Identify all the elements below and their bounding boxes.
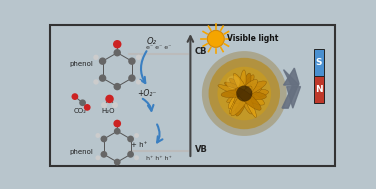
Circle shape <box>113 40 121 48</box>
Circle shape <box>79 99 86 106</box>
Text: VB: VB <box>195 145 208 154</box>
Circle shape <box>136 55 141 60</box>
Circle shape <box>93 79 99 85</box>
Ellipse shape <box>237 89 264 105</box>
Circle shape <box>93 55 99 60</box>
Text: H₂O: H₂O <box>101 108 115 114</box>
Circle shape <box>202 51 287 136</box>
Circle shape <box>114 49 121 57</box>
Ellipse shape <box>236 88 261 110</box>
Circle shape <box>114 83 121 90</box>
Ellipse shape <box>229 78 254 104</box>
Circle shape <box>134 133 139 138</box>
Circle shape <box>96 155 100 160</box>
Polygon shape <box>287 87 300 108</box>
Text: phenol: phenol <box>70 61 93 67</box>
Ellipse shape <box>236 81 267 98</box>
Text: O₂: O₂ <box>147 37 157 46</box>
Bar <box>314 76 324 103</box>
Circle shape <box>105 95 114 103</box>
Text: phenol: phenol <box>70 149 93 155</box>
Ellipse shape <box>240 73 251 102</box>
Ellipse shape <box>234 79 258 104</box>
Polygon shape <box>282 68 299 108</box>
Circle shape <box>226 76 240 89</box>
Ellipse shape <box>227 89 249 102</box>
Circle shape <box>127 151 134 158</box>
Ellipse shape <box>239 75 254 101</box>
Circle shape <box>114 128 121 135</box>
Ellipse shape <box>235 83 251 116</box>
Circle shape <box>99 57 106 65</box>
Circle shape <box>112 102 118 108</box>
Ellipse shape <box>224 82 255 99</box>
Circle shape <box>84 104 91 111</box>
Text: S: S <box>316 58 322 67</box>
Circle shape <box>100 136 107 142</box>
Text: +O₂⁻: +O₂⁻ <box>137 89 156 98</box>
Circle shape <box>236 85 252 101</box>
Ellipse shape <box>218 85 250 97</box>
Ellipse shape <box>238 89 268 99</box>
Circle shape <box>100 151 107 158</box>
Circle shape <box>207 30 224 47</box>
Text: e⁻ e⁻ e⁻: e⁻ e⁻ e⁻ <box>146 45 171 50</box>
Ellipse shape <box>238 85 252 114</box>
Text: + h⁺: + h⁺ <box>130 142 147 148</box>
Text: h⁺ h⁺ h⁺: h⁺ h⁺ h⁺ <box>146 156 171 161</box>
Ellipse shape <box>228 86 249 109</box>
Ellipse shape <box>233 74 249 99</box>
Text: Visible light: Visible light <box>227 34 278 43</box>
Ellipse shape <box>221 90 247 98</box>
Ellipse shape <box>240 70 246 97</box>
Circle shape <box>114 120 121 127</box>
Ellipse shape <box>241 86 256 117</box>
Circle shape <box>71 93 78 100</box>
Text: CB: CB <box>195 47 208 56</box>
Circle shape <box>128 57 136 65</box>
Circle shape <box>96 133 100 138</box>
Circle shape <box>127 136 134 142</box>
Circle shape <box>209 58 280 129</box>
Ellipse shape <box>239 86 262 98</box>
Circle shape <box>101 102 107 108</box>
Text: N: N <box>315 85 323 94</box>
Circle shape <box>134 155 139 160</box>
Circle shape <box>136 79 141 85</box>
Ellipse shape <box>241 92 266 100</box>
Text: CO₂: CO₂ <box>74 108 87 114</box>
Circle shape <box>128 74 136 82</box>
Bar <box>314 49 324 76</box>
Circle shape <box>114 159 121 165</box>
Circle shape <box>99 74 106 82</box>
Circle shape <box>217 67 271 120</box>
Ellipse shape <box>229 88 246 114</box>
Polygon shape <box>284 70 299 85</box>
Ellipse shape <box>231 86 252 116</box>
